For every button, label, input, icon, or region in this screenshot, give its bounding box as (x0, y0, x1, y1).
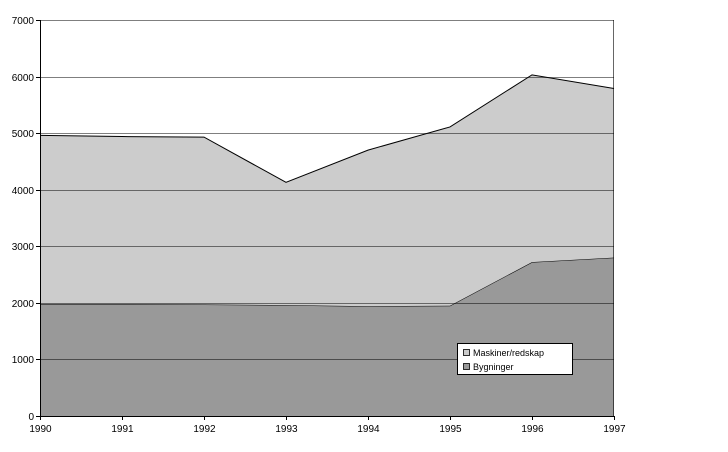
x-tick-label-1993: 1993 (275, 424, 298, 435)
area-bygninger (40, 257, 614, 416)
x-tick-label-1991: 1991 (111, 424, 134, 435)
y-tick-label-3000: 3000 (12, 242, 35, 253)
x-tick-label-1996: 1996 (521, 424, 544, 435)
legend-label-maskiner-redskap: Maskiner/redskap (473, 348, 544, 358)
x-tick-label-1995: 1995 (439, 424, 462, 435)
series-line-maskiner-redskap (39, 74, 615, 183)
x-tick-label-1997: 1997 (603, 424, 626, 435)
y-tick-label-6000: 6000 (12, 73, 35, 84)
x-tick-label-1992: 1992 (193, 424, 216, 435)
legend-swatch-bygninger (463, 363, 470, 370)
y-tick-label-0: 0 (28, 412, 34, 423)
legend (457, 343, 573, 375)
legend-label-bygninger: Bygninger (473, 362, 514, 372)
y-tick-label-7000: 7000 (12, 16, 35, 27)
y-tick-label-2000: 2000 (12, 299, 35, 310)
legend-swatch-maskiner-redskap (463, 349, 470, 356)
y-tick-label-1000: 1000 (12, 355, 35, 366)
x-tick-label-1994: 1994 (357, 424, 380, 435)
y-tick-label-5000: 5000 (12, 129, 35, 140)
x-tick-label-1990: 1990 (29, 424, 52, 435)
y-tick-label-4000: 4000 (12, 186, 35, 197)
